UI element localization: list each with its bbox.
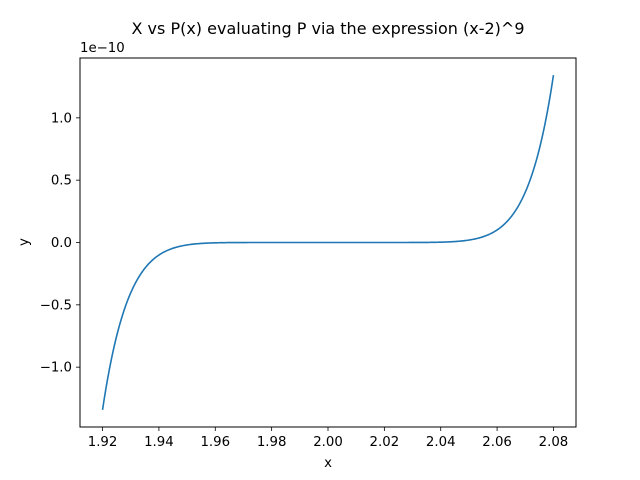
y-offset-label: 1e−10 xyxy=(80,41,125,56)
x-tick-label: 2.04 xyxy=(426,435,456,450)
y-tick-label: 0.0 xyxy=(51,236,72,251)
x-axis: 1.92 1.94 1.96 1.98 2.00 2.02 2.04 2.06 2.08 xyxy=(88,427,569,450)
x-tick-label: 1.92 xyxy=(88,435,118,450)
y-tick-label: 0.5 xyxy=(51,174,72,189)
y-tick-label: 1.0 xyxy=(51,111,72,126)
x-tick-label: 2.02 xyxy=(370,435,400,450)
y-tick-label: −1.0 xyxy=(40,361,72,376)
y-tick-label: −0.5 xyxy=(40,298,72,313)
x-tick-label: 1.98 xyxy=(257,435,287,450)
x-tick-label: 2.06 xyxy=(482,435,512,450)
x-tick-label: 1.94 xyxy=(144,435,174,450)
chart-title: X vs P(x) evaluating P via the expressio… xyxy=(132,19,525,38)
y-axis: −1.0 −0.5 0.0 0.5 1.0 xyxy=(40,111,80,376)
x-axis-label: x xyxy=(324,456,332,471)
y-axis-label: y xyxy=(17,238,32,246)
x-tick-label: 1.96 xyxy=(200,435,230,450)
plot-series xyxy=(101,75,555,410)
series-line-0 xyxy=(101,75,555,410)
x-tick-label: 2.00 xyxy=(313,435,343,450)
x-tick-label: 2.08 xyxy=(539,435,569,450)
